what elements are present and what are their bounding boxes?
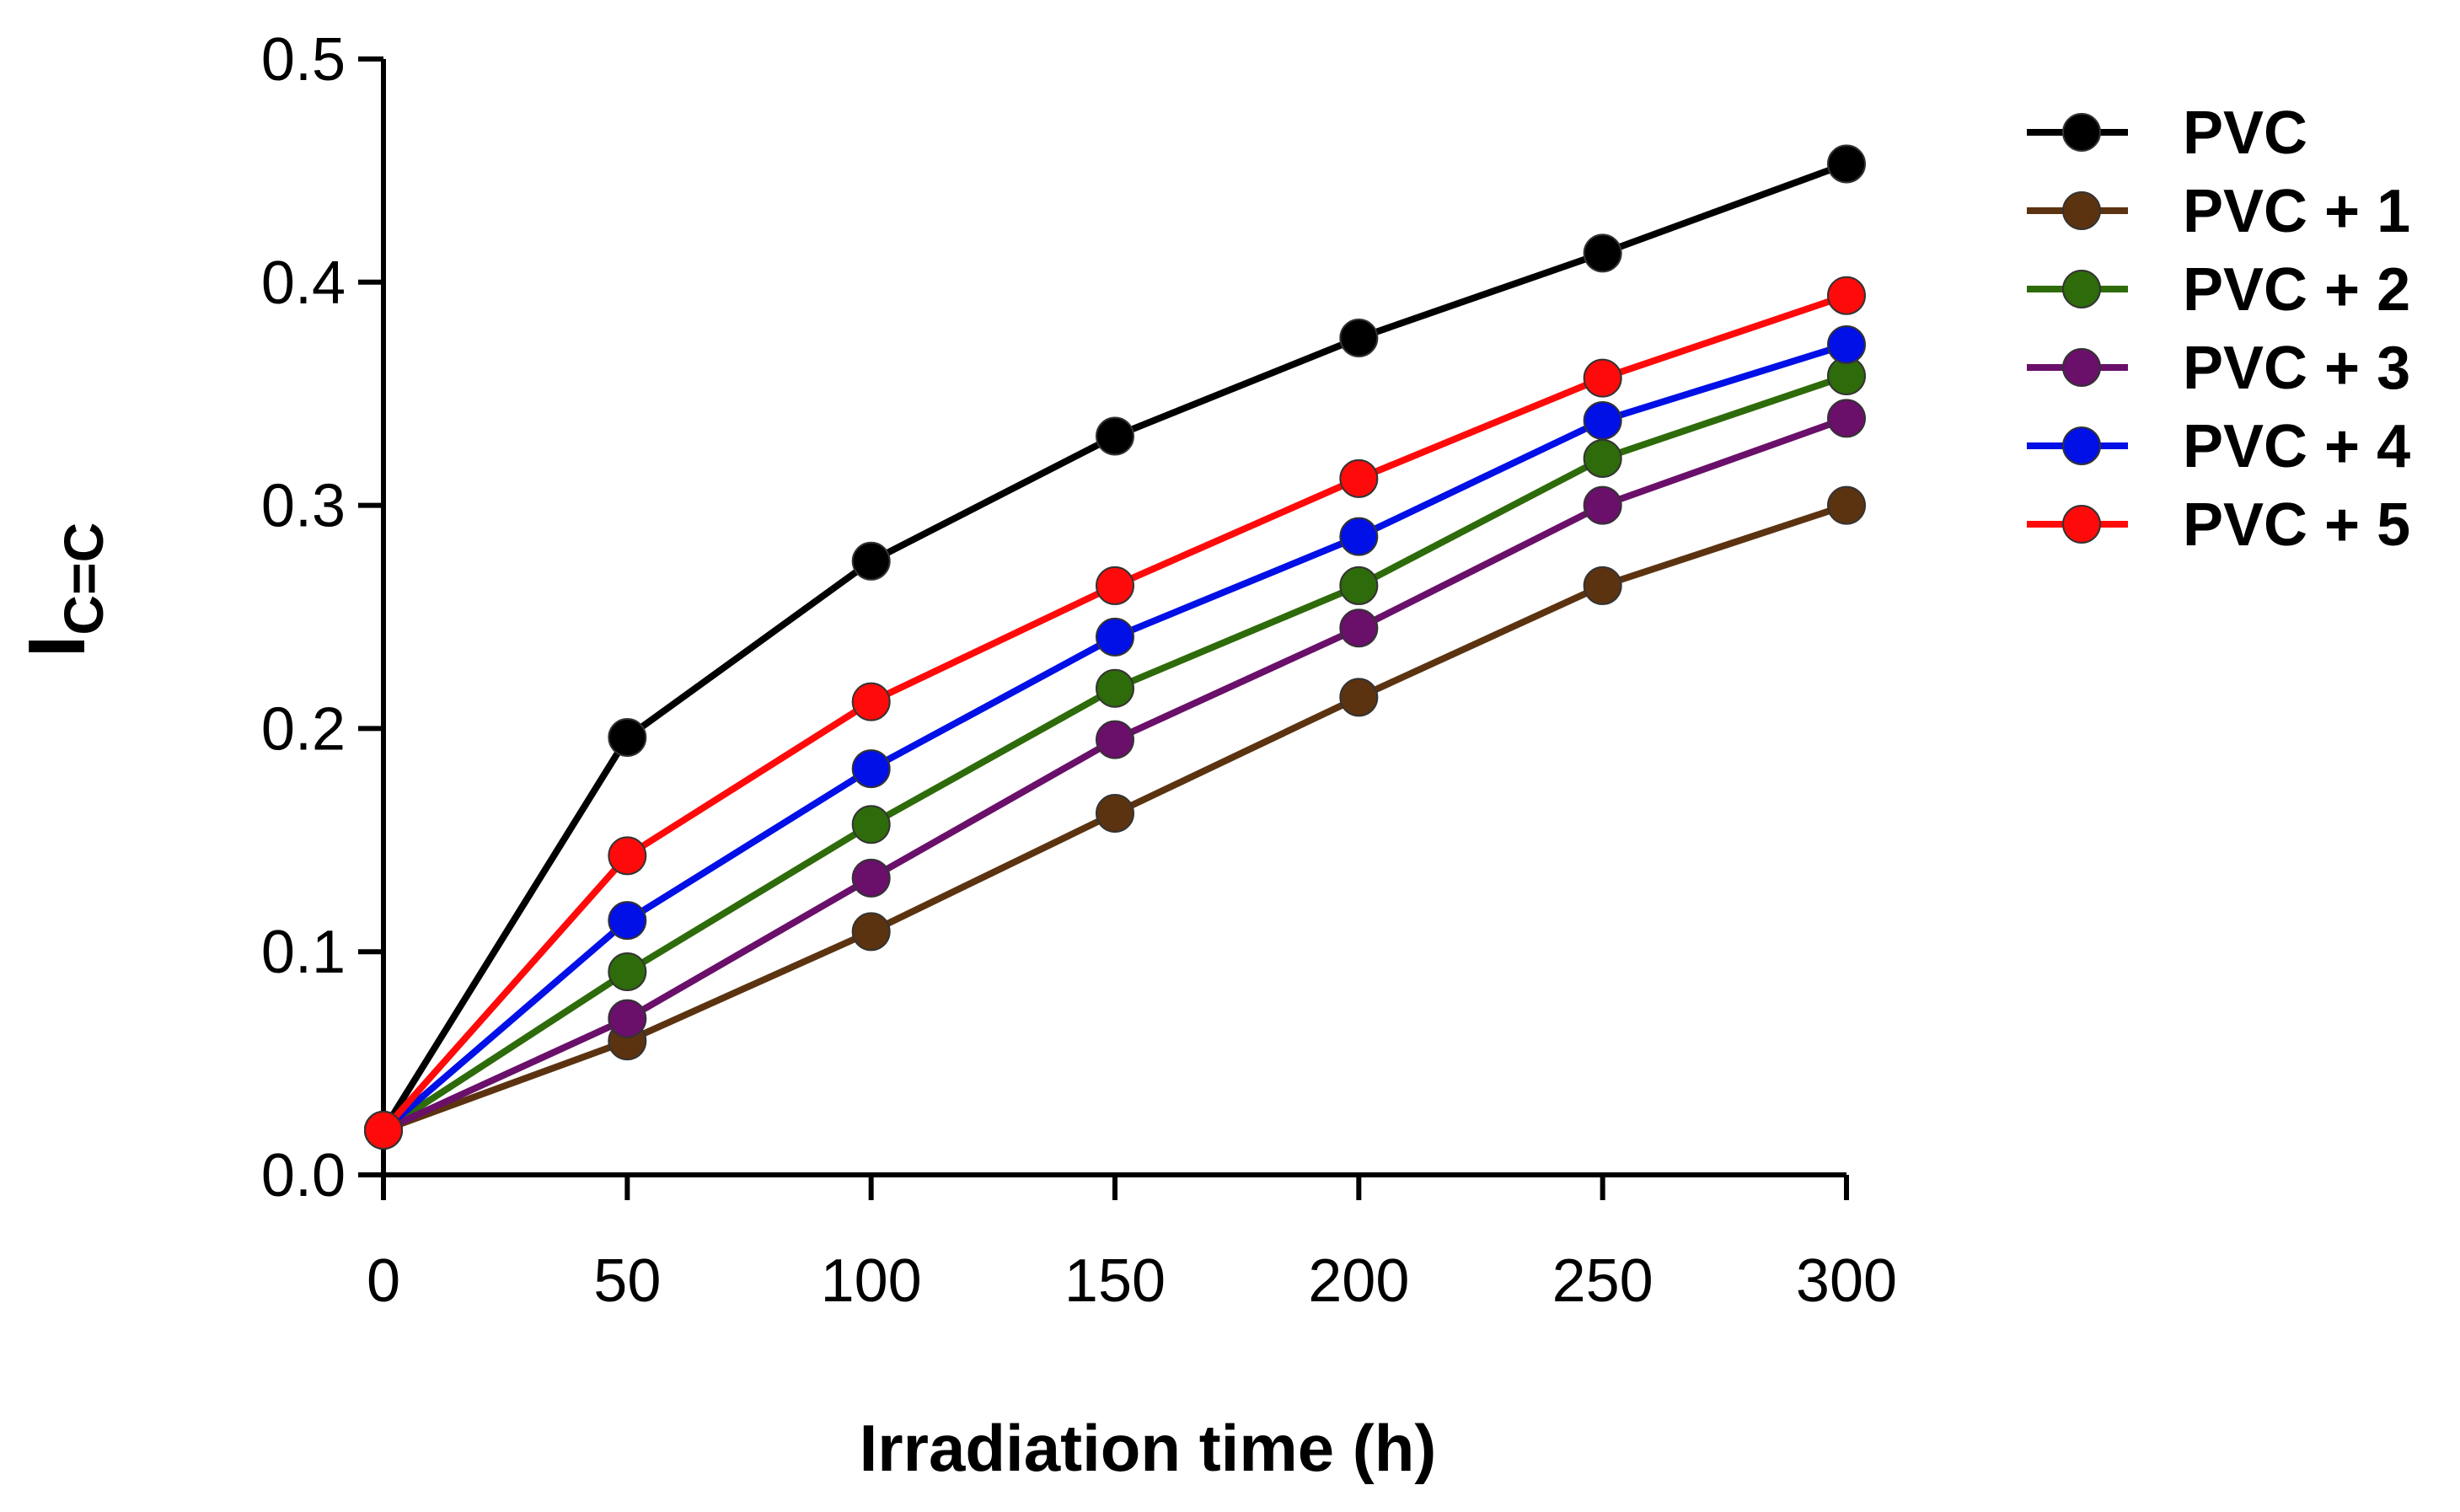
- data-point: [1096, 566, 1134, 605]
- data-point: [1827, 324, 1866, 364]
- legend-marker: [2062, 191, 2101, 230]
- data-point: [608, 999, 647, 1038]
- y-tick-label: 0.4: [261, 249, 346, 317]
- data-point: [851, 858, 891, 898]
- legend-marker: [2062, 270, 2101, 308]
- y-tick-label: 0.5: [261, 26, 346, 94]
- data-point: [1096, 720, 1134, 759]
- data-point: [1583, 566, 1622, 605]
- data-point: [608, 717, 647, 757]
- data-point: [608, 952, 647, 992]
- x-axis-title: Irradiation time (h): [860, 1411, 1437, 1485]
- x-tick-label: 250: [1552, 1247, 1653, 1315]
- x-tick-label: 200: [1308, 1247, 1409, 1315]
- y-axis-title-main: I: [12, 635, 102, 658]
- legend-item: PVC + 1: [2027, 178, 2410, 245]
- series-5: [364, 276, 1866, 1150]
- data-point: [1583, 233, 1622, 273]
- legend-label: PVC + 3: [2183, 335, 2410, 402]
- data-point: [1583, 485, 1622, 525]
- series-layer: [364, 144, 1866, 1150]
- data-point: [1583, 438, 1622, 478]
- legend-marker: [2062, 426, 2101, 465]
- axes: 0.0 0.1 0.2 0.3 0.4 0.5 0 50 100 150 200 250 300: [261, 26, 1897, 1315]
- data-point: [1583, 358, 1622, 398]
- legend-marker: [2062, 113, 2101, 152]
- legend: PVC PVC + 1 PVC + 2 PVC + 3 PVC + 4 PVC + 5: [2027, 99, 2410, 559]
- legend-label: PVC: [2183, 99, 2307, 167]
- data-point: [851, 805, 891, 844]
- y-tick-label: 0.3: [261, 473, 346, 540]
- legend-label: PVC + 4: [2183, 413, 2410, 480]
- data-point: [1096, 617, 1134, 657]
- data-point: [1339, 458, 1379, 498]
- y-tick-label: 0.2: [261, 695, 346, 763]
- y-axis-title: IC=C: [12, 523, 115, 658]
- data-point: [1096, 416, 1134, 456]
- legend-label: PVC + 5: [2183, 491, 2410, 559]
- legend-item: PVC + 2: [2027, 256, 2410, 324]
- data-point: [1339, 319, 1379, 357]
- y-axis-title-sub: C=C: [52, 523, 115, 635]
- data-point: [851, 541, 891, 581]
- data-point: [1827, 485, 1866, 525]
- data-point: [851, 682, 891, 721]
- data-point: [1096, 668, 1134, 708]
- data-point: [1096, 794, 1134, 834]
- data-point: [1339, 566, 1379, 605]
- series-3: [364, 399, 1866, 1150]
- legend-label: PVC + 2: [2183, 256, 2410, 324]
- data-point: [608, 901, 647, 941]
- data-point: [1339, 517, 1379, 556]
- data-point: [1339, 609, 1379, 648]
- data-point: [1827, 144, 1866, 184]
- y-tick-label: 0.0: [261, 1142, 346, 1209]
- data-point: [1339, 678, 1379, 717]
- legend-marker: [2062, 348, 2101, 387]
- data-point: [1583, 400, 1622, 440]
- data-point: [1827, 399, 1866, 438]
- legend-item: PVC + 4: [2027, 413, 2410, 480]
- x-tick-label: 300: [1796, 1247, 1897, 1315]
- legend-marker: [2062, 505, 2101, 544]
- y-tick-label: 0.1: [261, 919, 346, 986]
- data-point: [1827, 276, 1866, 315]
- data-point: [851, 749, 891, 789]
- x-tick-label: 150: [1064, 1247, 1166, 1315]
- x-tick-label: 50: [593, 1247, 661, 1315]
- legend-item: PVC: [2027, 99, 2307, 167]
- x-tick-label: 0: [367, 1247, 400, 1315]
- x-tick-label: 100: [821, 1247, 922, 1315]
- legend-label: PVC + 1: [2183, 178, 2410, 245]
- legend-item: PVC + 5: [2027, 491, 2410, 559]
- legend-item: PVC + 3: [2027, 335, 2410, 402]
- data-point: [364, 1111, 403, 1150]
- data-point: [851, 912, 891, 952]
- data-point: [608, 836, 647, 876]
